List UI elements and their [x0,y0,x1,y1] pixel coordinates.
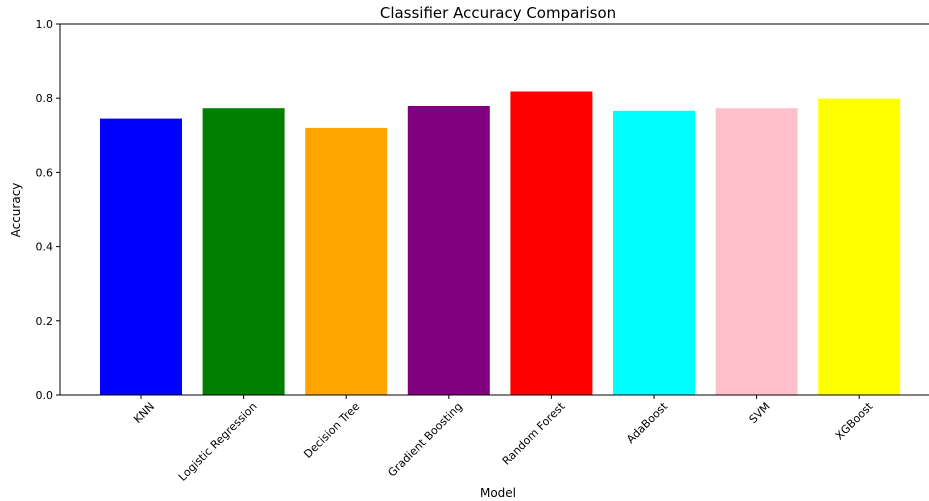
plot-frame [59,23,929,396]
bar-logistic-regression [202,108,285,395]
x-tick-label: AdaBoost [624,399,671,446]
chart-title: Classifier Accuracy Comparison [380,4,616,22]
bar-xgboost [818,98,901,395]
x-tick-label: KNN [131,400,157,426]
bar-random-forest [510,91,593,395]
y-tick-label: 0.4 [36,241,54,254]
y-tick-label: 0.8 [36,92,54,105]
x-tick-label: Logistic Regression [176,400,260,484]
x-tick-label: Decision Tree [301,400,362,461]
y-axis-label: Accuracy [9,183,23,238]
x-ticks-group: KNN Logistic Regression Decision Tree Gradi… [131,395,876,484]
x-tick-label: SVM [747,400,773,426]
y-tick-label: 0.0 [36,389,54,402]
bar-decision-tree [305,127,388,396]
bar-gradient-boosting [407,106,490,395]
y-tick-label: 0.6 [36,166,54,179]
y-tick-label: 1.0 [36,18,54,31]
bar-svm [715,108,798,395]
x-tick-label: Random Forest [500,399,568,467]
y-ticks-group: 0.0 0.2 0.4 0.6 0.8 1.0 [36,18,60,402]
y-tick-label: 0.2 [36,315,54,328]
x-axis-label: Model [480,486,516,500]
bar-knn [100,118,182,395]
x-tick-label: Gradient Boosting [385,400,465,480]
x-tick-label: XGBoost [833,399,876,442]
bars-group [100,91,901,396]
bar-adaboost [613,110,695,396]
